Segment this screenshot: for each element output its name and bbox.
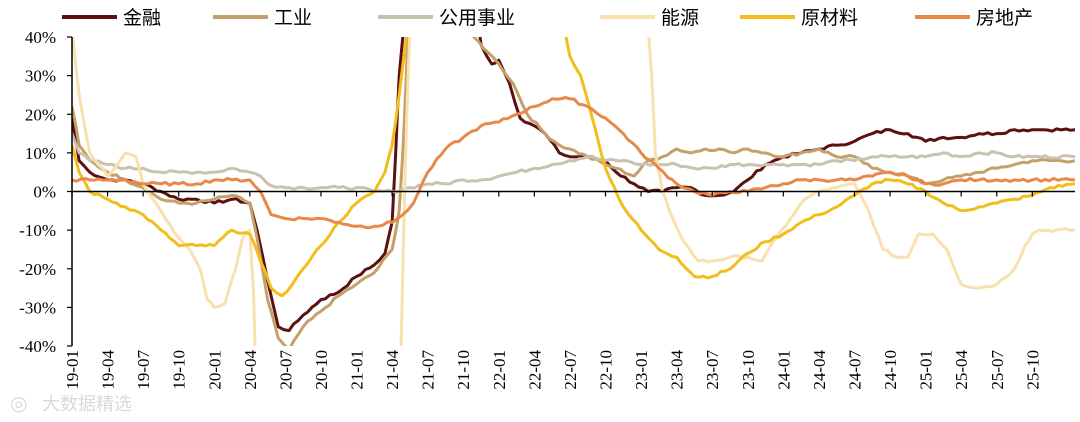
legend-label: 原材料 [801, 7, 858, 29]
x-tick-label: 19-04 [99, 350, 118, 390]
legend-label: 房地产 [976, 7, 1033, 29]
x-tick-label: 24-01 [774, 350, 793, 390]
legend: 金融 工业 公用事业 能源 原材料 房地产 [62, 7, 1033, 29]
legend-label: 能源 [661, 7, 699, 29]
x-tick-label: 20-04 [241, 350, 260, 390]
x-tick-label: 24-04 [810, 350, 829, 390]
legend-label: 工业 [274, 7, 312, 29]
x-tick-label: 21-07 [419, 350, 438, 390]
y-tick-label: 10% [25, 144, 56, 163]
watermark-text: 大数据精选 [42, 394, 132, 415]
y-tick-label: 30% [25, 67, 56, 86]
y-tick-label: -40% [19, 337, 56, 356]
x-tick-label: 22-04 [525, 350, 544, 390]
x-tick-label: 20-07 [276, 350, 295, 390]
x-tick-label: 21-01 [348, 350, 367, 390]
x-tick-label: 25-04 [952, 350, 971, 390]
x-tick-label: 20-01 [205, 350, 224, 390]
x-tick-label: 19-01 [63, 350, 82, 390]
series-line-2 [72, 133, 1075, 194]
y-tick-label: 20% [25, 105, 56, 124]
x-tick-label: 23-07 [703, 350, 722, 390]
x-tick-label: 23-04 [668, 350, 687, 390]
series-line-0 [72, 37, 1075, 333]
x-tick-label: 21-04 [383, 350, 402, 390]
watermark-logo-icon: ◎ [10, 391, 27, 415]
x-tick-label: 22-10 [597, 350, 616, 390]
legend-label: 公用事业 [439, 7, 515, 29]
x-tick-label: 22-07 [561, 350, 580, 390]
x-tick-label: 24-07 [846, 350, 865, 390]
x-tick-label: 25-07 [988, 350, 1007, 390]
x-tick-label: 20-10 [312, 350, 331, 390]
x-tick-label: 19-07 [134, 350, 153, 390]
x-tick-label: 23-01 [632, 350, 651, 390]
watermark: ◎ 大数据精选 [10, 391, 132, 415]
y-tick-label: 40% [25, 28, 56, 47]
x-tick-label: 21-10 [454, 350, 473, 390]
y-tick-label: -20% [19, 260, 56, 279]
x-tick-label: 22-01 [490, 350, 509, 390]
x-tick-label: 25-10 [1023, 350, 1042, 390]
series-layer [72, 37, 1075, 346]
y-tick-label: -10% [19, 221, 56, 240]
x-tick-label: 23-10 [739, 350, 758, 390]
x-tick-label: 24-10 [881, 350, 900, 390]
series-line-4 [72, 37, 1075, 298]
x-tick-label: 25-01 [917, 350, 936, 390]
legend-label: 金融 [123, 7, 161, 29]
x-tick-label: 19-10 [170, 350, 189, 390]
y-tick-label: -30% [19, 298, 56, 317]
axes: 40% 30% 20% 10% 0% -10% -20% -30% -40% 19-01 19-04… [19, 28, 1075, 390]
y-tick-label: 0% [33, 183, 56, 202]
series-line-5 [72, 96, 1075, 230]
